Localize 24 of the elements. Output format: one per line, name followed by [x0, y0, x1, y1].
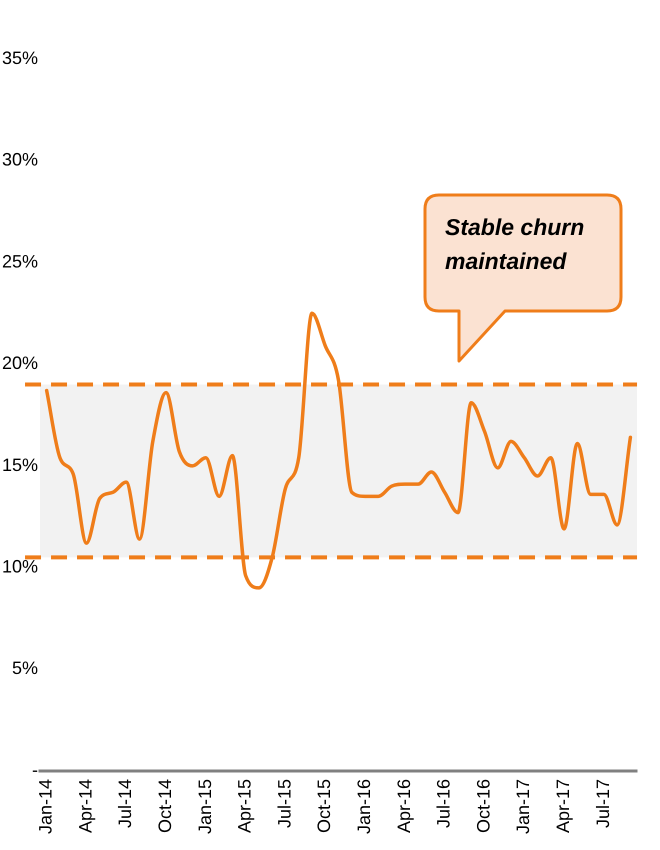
x-tick-label: Jan-15	[194, 778, 215, 834]
x-tick-label: Apr-14	[75, 778, 96, 833]
x-tick-label: Apr-17	[553, 778, 574, 833]
y-tick-label: 35%	[2, 48, 38, 68]
x-tick-label: Jul-15	[274, 778, 294, 828]
x-tick-label: Jul-14	[115, 778, 136, 828]
x-tick-label: Oct-15	[314, 778, 334, 833]
y-tick-label: 20%	[2, 353, 38, 374]
y-tick-label: 5%	[12, 658, 38, 678]
x-tick-label: Oct-16	[473, 778, 494, 833]
annotation: Stable churn maintained	[445, 213, 586, 276]
x-tick-label: Jan-17	[513, 778, 534, 834]
x-tick-label: Jan-16	[354, 778, 374, 834]
y-tick-label: 15%	[2, 454, 38, 475]
x-tick-label: Apr-16	[394, 778, 414, 833]
y-tick-label: 25%	[2, 251, 38, 272]
x-tick-label: Jul-16	[434, 778, 454, 828]
x-tick-label: Apr-15	[234, 778, 255, 833]
x-tick-label: Oct-14	[155, 778, 176, 833]
y-tick-label: 30%	[2, 150, 38, 170]
y-tick-label: 10%	[2, 556, 38, 577]
y-tick-label: -	[32, 760, 38, 780]
x-tick-label: Jan-14	[36, 778, 56, 834]
x-tick-label: Jul-17	[592, 778, 613, 828]
